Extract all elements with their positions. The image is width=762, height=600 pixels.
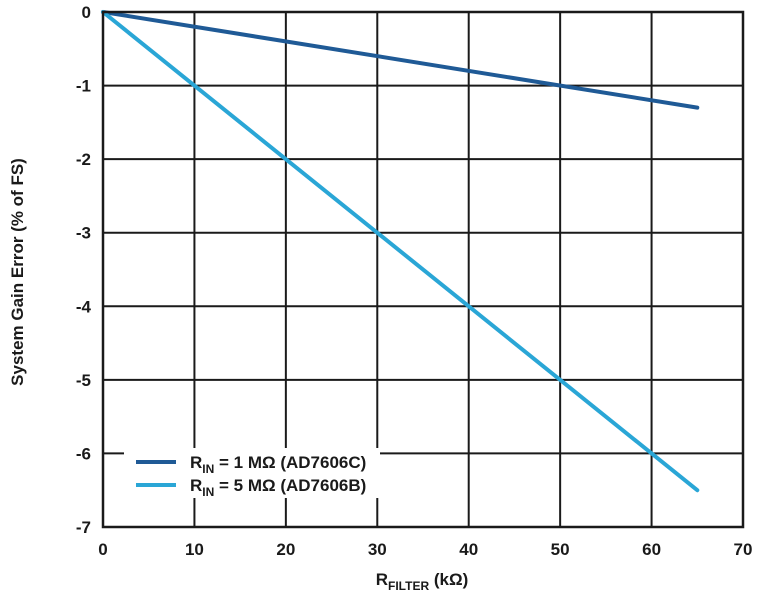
legend-box [124,448,380,498]
y-tick-label: -7 [76,518,91,537]
x-axis-title-unit: (kΩ) [429,570,468,589]
y-tick-label: -1 [76,77,91,96]
y-tick-label: -6 [76,444,91,463]
y-tick-label: -4 [76,297,92,316]
y-axis-title: System Gain Error (% of FS) [8,158,27,386]
series-lines [101,10,700,493]
legend-label-1: RIN = 1 MΩ (AD7606C) [190,453,366,476]
x-tick-label: 20 [276,540,295,559]
y-tick-label: 0 [82,3,91,22]
x-tick-label: 50 [551,540,570,559]
x-tick-labels: 0 10 20 30 40 50 60 70 [98,540,752,559]
x-tick-label: 10 [185,540,204,559]
legend: RIN = 1 MΩ (AD7606C) RIN = 5 MΩ (AD7606B… [124,448,380,499]
y-tick-label: -2 [76,150,91,169]
series-line-1 [101,10,700,110]
legend-label-2: RIN = 5 MΩ (AD7606B) [190,476,366,499]
x-axis-title: RFILTER (kΩ) [376,570,469,593]
y-tick-labels: 0 -1 -2 -3 -4 -5 -6 -7 [76,3,92,537]
x-tick-label: 40 [459,540,478,559]
x-tick-label: 0 [98,540,107,559]
y-tick-label: -5 [76,371,91,390]
x-tick-label: 60 [642,540,661,559]
plot-frame [101,10,745,529]
y-tick-label: -3 [76,224,91,243]
x-tick-label: 70 [734,540,753,559]
x-tick-label: 30 [368,540,387,559]
series-line-2 [101,10,700,493]
x-axis-title-sub: FILTER [388,579,429,593]
grid [102,11,744,528]
x-axis-title-main: R [376,570,388,589]
